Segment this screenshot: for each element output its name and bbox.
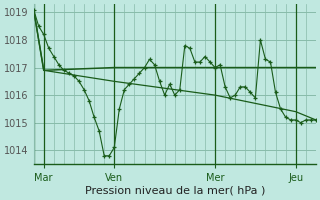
X-axis label: Pression niveau de la mer( hPa ): Pression niveau de la mer( hPa ) bbox=[84, 186, 265, 196]
